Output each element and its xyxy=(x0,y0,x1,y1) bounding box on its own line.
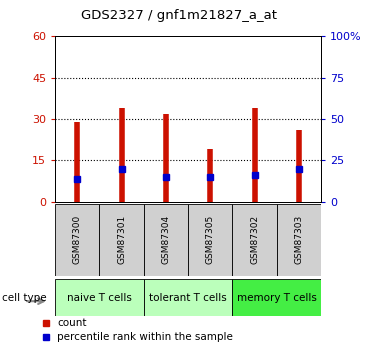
Text: GSM87305: GSM87305 xyxy=(206,215,215,264)
Bar xyxy=(233,279,321,316)
Text: GSM87304: GSM87304 xyxy=(162,215,171,264)
Text: memory T cells: memory T cells xyxy=(237,293,317,303)
Text: GSM87300: GSM87300 xyxy=(73,215,82,264)
Bar xyxy=(144,279,233,316)
Text: GSM87301: GSM87301 xyxy=(117,215,126,264)
Bar xyxy=(55,279,144,316)
Text: GSM87303: GSM87303 xyxy=(294,215,304,264)
Text: cell type: cell type xyxy=(2,294,46,303)
Text: GSM87302: GSM87302 xyxy=(250,215,259,264)
Text: tolerant T cells: tolerant T cells xyxy=(149,293,227,303)
Text: count: count xyxy=(57,318,87,328)
Bar xyxy=(100,204,144,276)
Text: percentile rank within the sample: percentile rank within the sample xyxy=(57,333,233,343)
Bar xyxy=(55,204,100,276)
Text: GDS2327 / gnf1m21827_a_at: GDS2327 / gnf1m21827_a_at xyxy=(81,9,277,22)
Bar xyxy=(144,204,188,276)
Bar xyxy=(233,204,277,276)
Bar xyxy=(188,204,233,276)
Bar xyxy=(277,204,321,276)
Text: naive T cells: naive T cells xyxy=(67,293,132,303)
